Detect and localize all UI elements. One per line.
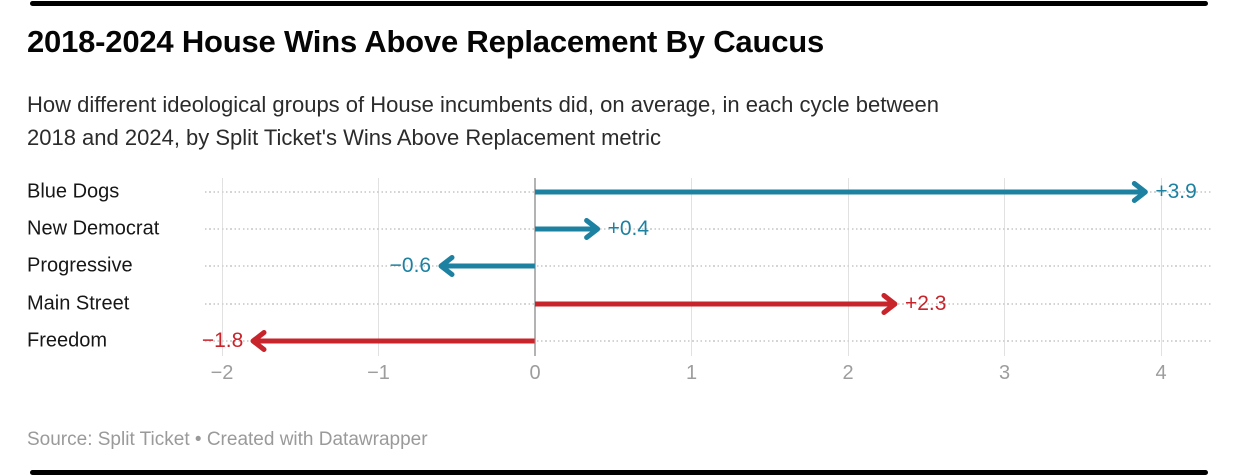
value-label-new-democrat: +0.4 (607, 217, 650, 241)
value-arrow-freedom (250, 329, 535, 352)
bottom-rule (30, 470, 1208, 475)
source-attribution: Source: Split Ticket • Created with Data… (27, 429, 428, 450)
row-guide-dotted-line (205, 228, 1212, 231)
chart-title: 2018-2024 House Wins Above Replacement B… (27, 24, 825, 59)
value-label-freedom: −1.8 (201, 328, 244, 352)
chart-description-line-1: How different ideological groups of Hous… (27, 92, 939, 117)
row-guide-dotted-line (205, 339, 1212, 342)
x-tick-label: −2 (210, 362, 234, 384)
x-tick-label: 2 (842, 362, 854, 384)
value-arrow-progressive (438, 255, 535, 278)
value-label-blue-dogs: +3.9 (1155, 180, 1197, 203)
chart-description-line-2: 2018 and 2024, by Split Ticket's Wins Ab… (27, 125, 661, 150)
x-tick-label: 0 (529, 362, 541, 384)
x-tick-label: 4 (1155, 362, 1167, 384)
x-tick-label: 1 (685, 362, 698, 384)
value-arrow-main-street (535, 292, 898, 315)
chart-description: How different ideological groups of Hous… (27, 88, 939, 154)
x-tick-label: −1 (367, 362, 390, 384)
value-label-progressive: −0.6 (389, 254, 432, 278)
category-label-freedom: Freedom (27, 329, 108, 352)
category-label-blue-dogs: Blue Dogs (27, 180, 120, 203)
value-label-main-street: +2.3 (904, 291, 947, 315)
category-label-new-democrat: New Democrat (27, 217, 160, 240)
value-arrow-blue-dogs (535, 181, 1148, 203)
top-rule (30, 1, 1208, 6)
value-arrow-new-democrat (535, 218, 601, 241)
category-label-progressive: Progressive (27, 254, 133, 277)
category-label-main-street: Main Street (27, 292, 130, 315)
x-tick-label: 3 (998, 362, 1011, 384)
row-guide-dotted-line (205, 265, 1212, 268)
